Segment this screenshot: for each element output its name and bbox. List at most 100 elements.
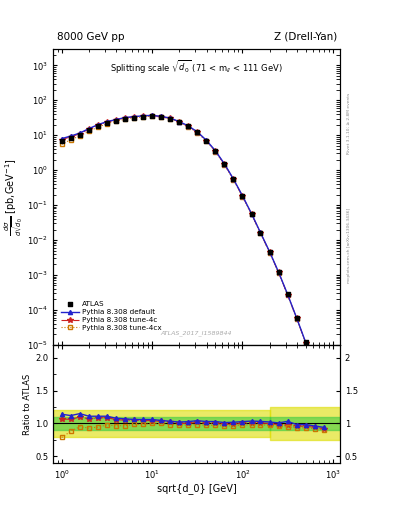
ATLAS	[221, 160, 228, 168]
Y-axis label: $\frac{d\sigma}{d\sqrt{d_0}}$ [pb,GeV$^{-1}$]: $\frac{d\sigma}{d\sqrt{d_0}}$ [pb,GeV$^{…	[3, 158, 26, 236]
Pythia 8.308 tune-4cx	[303, 340, 308, 346]
Pythia 8.308 default	[249, 210, 254, 217]
ATLAS	[285, 290, 291, 298]
Pythia 8.308 tune-4c	[231, 176, 236, 182]
Pythia 8.308 tune-4cx	[231, 177, 236, 183]
Pythia 8.308 tune-4c	[240, 193, 245, 199]
Y-axis label: Ratio to ATLAS: Ratio to ATLAS	[23, 373, 32, 435]
Pythia 8.308 tune-4c	[150, 113, 154, 119]
Pythia 8.308 tune-4cx	[249, 211, 254, 218]
Pythia 8.308 tune-4cx	[150, 113, 154, 119]
Pythia 8.308 tune-4cx	[159, 114, 163, 120]
Pythia 8.308 tune-4cx	[168, 116, 173, 122]
Text: Splitting scale $\sqrt{d_0}$ (71 < m$_{ll}$ < 111 GeV): Splitting scale $\sqrt{d_0}$ (71 < m$_{l…	[110, 57, 283, 75]
Legend: ATLAS, Pythia 8.308 default, Pythia 8.308 tune-4c, Pythia 8.308 tune-4cx: ATLAS, Pythia 8.308 default, Pythia 8.30…	[59, 300, 163, 332]
Pythia 8.308 default	[177, 119, 182, 125]
ATLAS	[77, 131, 83, 139]
Pythia 8.308 tune-4c	[177, 119, 182, 125]
Text: Rivet 3.1.10; ≥ 2.8M events: Rivet 3.1.10; ≥ 2.8M events	[347, 92, 351, 154]
Pythia 8.308 tune-4c	[168, 115, 173, 121]
Pythia 8.308 default	[285, 291, 290, 297]
ATLAS	[158, 113, 164, 121]
ATLAS	[131, 114, 137, 122]
ATLAS	[266, 248, 273, 256]
Pythia 8.308 tune-4cx	[68, 137, 73, 143]
ATLAS	[185, 122, 191, 131]
Pythia 8.308 tune-4c	[68, 134, 73, 140]
ATLAS	[203, 137, 209, 145]
Pythia 8.308 tune-4cx	[267, 249, 272, 255]
Line: Pythia 8.308 tune-4cx: Pythia 8.308 tune-4cx	[60, 114, 326, 394]
Pythia 8.308 tune-4cx	[294, 316, 299, 322]
Pythia 8.308 tune-4cx	[86, 128, 91, 134]
Pythia 8.308 tune-4c	[321, 389, 326, 395]
Pythia 8.308 tune-4cx	[312, 364, 317, 370]
Pythia 8.308 tune-4c	[114, 117, 118, 123]
Pythia 8.308 tune-4cx	[114, 118, 118, 124]
Pythia 8.308 default	[86, 125, 91, 132]
Line: Pythia 8.308 tune-4c: Pythia 8.308 tune-4c	[59, 113, 327, 394]
ATLAS	[149, 112, 155, 120]
Pythia 8.308 tune-4cx	[240, 194, 245, 200]
Pythia 8.308 default	[294, 315, 299, 321]
ATLAS	[68, 134, 74, 142]
Pythia 8.308 default	[321, 388, 326, 394]
Pythia 8.308 tune-4cx	[285, 292, 290, 298]
Pythia 8.308 default	[68, 133, 73, 139]
Pythia 8.308 default	[159, 113, 163, 119]
Pythia 8.308 tune-4cx	[132, 115, 136, 121]
Pythia 8.308 tune-4cx	[177, 119, 182, 125]
Pythia 8.308 tune-4c	[285, 292, 290, 298]
Pythia 8.308 tune-4c	[159, 114, 163, 120]
ATLAS	[212, 147, 219, 155]
Pythia 8.308 tune-4c	[141, 113, 145, 119]
ATLAS	[194, 129, 200, 137]
ATLAS	[248, 210, 255, 218]
Pythia 8.308 tune-4c	[59, 137, 64, 143]
Pythia 8.308 tune-4c	[303, 339, 308, 346]
ATLAS	[176, 118, 182, 126]
Pythia 8.308 default	[141, 113, 145, 119]
Pythia 8.308 tune-4c	[105, 119, 109, 125]
ATLAS	[59, 137, 65, 145]
Pythia 8.308 default	[105, 119, 109, 125]
Pythia 8.308 default	[222, 161, 227, 167]
Text: mcplots.cern.ch [arXiv:1306.3436]: mcplots.cern.ch [arXiv:1306.3436]	[347, 208, 351, 283]
Pythia 8.308 default	[95, 122, 100, 128]
Pythia 8.308 default	[186, 123, 191, 129]
Pythia 8.308 default	[240, 193, 245, 199]
Pythia 8.308 default	[312, 364, 317, 370]
ATLAS	[294, 313, 300, 322]
Pythia 8.308 tune-4c	[276, 269, 281, 275]
Pythia 8.308 default	[303, 339, 308, 346]
Pythia 8.308 tune-4cx	[123, 116, 127, 122]
Pythia 8.308 tune-4c	[312, 364, 317, 370]
Pythia 8.308 tune-4cx	[186, 123, 191, 130]
ATLAS	[86, 126, 92, 134]
Pythia 8.308 tune-4cx	[321, 389, 326, 395]
Pythia 8.308 tune-4cx	[258, 230, 263, 236]
Pythia 8.308 tune-4cx	[276, 270, 281, 276]
Pythia 8.308 tune-4c	[267, 249, 272, 255]
Pythia 8.308 default	[213, 147, 218, 154]
Text: ATLAS_2017_I1589844: ATLAS_2017_I1589844	[161, 330, 232, 336]
ATLAS	[104, 119, 110, 127]
Text: 8000 GeV pp: 8000 GeV pp	[57, 32, 125, 42]
Pythia 8.308 default	[77, 130, 82, 136]
Pythia 8.308 tune-4c	[123, 115, 127, 121]
Pythia 8.308 tune-4cx	[95, 124, 100, 130]
ATLAS	[167, 115, 173, 123]
Pythia 8.308 tune-4cx	[222, 162, 227, 168]
X-axis label: sqrt{d_0} [GeV]: sqrt{d_0} [GeV]	[157, 483, 236, 494]
ATLAS	[321, 402, 327, 410]
Text: Z (Drell-Yan): Z (Drell-Yan)	[274, 32, 337, 42]
Pythia 8.308 default	[204, 137, 209, 143]
Pythia 8.308 tune-4cx	[105, 120, 109, 126]
Pythia 8.308 default	[276, 269, 281, 275]
Pythia 8.308 default	[168, 115, 173, 121]
Pythia 8.308 tune-4cx	[204, 138, 209, 144]
Pythia 8.308 tune-4c	[213, 148, 218, 154]
ATLAS	[239, 192, 246, 200]
Pythia 8.308 tune-4c	[204, 138, 209, 144]
ATLAS	[312, 362, 318, 370]
